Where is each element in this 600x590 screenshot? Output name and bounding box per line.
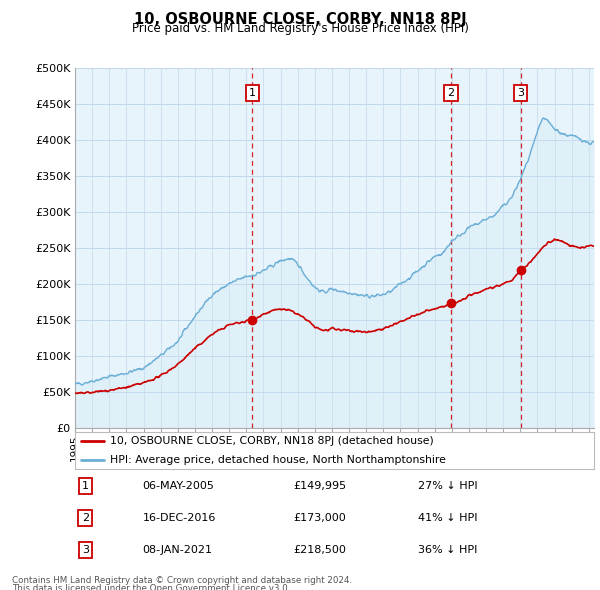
Text: 10, OSBOURNE CLOSE, CORBY, NN18 8PJ (detached house): 10, OSBOURNE CLOSE, CORBY, NN18 8PJ (det… [110,436,434,446]
Text: 2: 2 [82,513,89,523]
Text: 06-MAY-2005: 06-MAY-2005 [142,481,214,491]
Text: HPI: Average price, detached house, North Northamptonshire: HPI: Average price, detached house, Nort… [110,455,446,466]
Text: Contains HM Land Registry data © Crown copyright and database right 2024.: Contains HM Land Registry data © Crown c… [12,576,352,585]
Text: 10, OSBOURNE CLOSE, CORBY, NN18 8PJ: 10, OSBOURNE CLOSE, CORBY, NN18 8PJ [134,12,466,27]
Text: 3: 3 [517,88,524,98]
Text: 27% ↓ HPI: 27% ↓ HPI [418,481,477,491]
Text: 1: 1 [82,481,89,491]
Text: Price paid vs. HM Land Registry's House Price Index (HPI): Price paid vs. HM Land Registry's House … [131,22,469,35]
Text: 2: 2 [448,88,455,98]
Text: 41% ↓ HPI: 41% ↓ HPI [418,513,477,523]
Text: 16-DEC-2016: 16-DEC-2016 [142,513,216,523]
Text: £173,000: £173,000 [293,513,346,523]
Text: 08-JAN-2021: 08-JAN-2021 [142,545,212,555]
Text: £218,500: £218,500 [293,545,346,555]
Text: £149,995: £149,995 [293,481,346,491]
Text: 1: 1 [249,88,256,98]
Text: 36% ↓ HPI: 36% ↓ HPI [418,545,477,555]
Text: This data is licensed under the Open Government Licence v3.0.: This data is licensed under the Open Gov… [12,584,290,590]
Text: 3: 3 [82,545,89,555]
